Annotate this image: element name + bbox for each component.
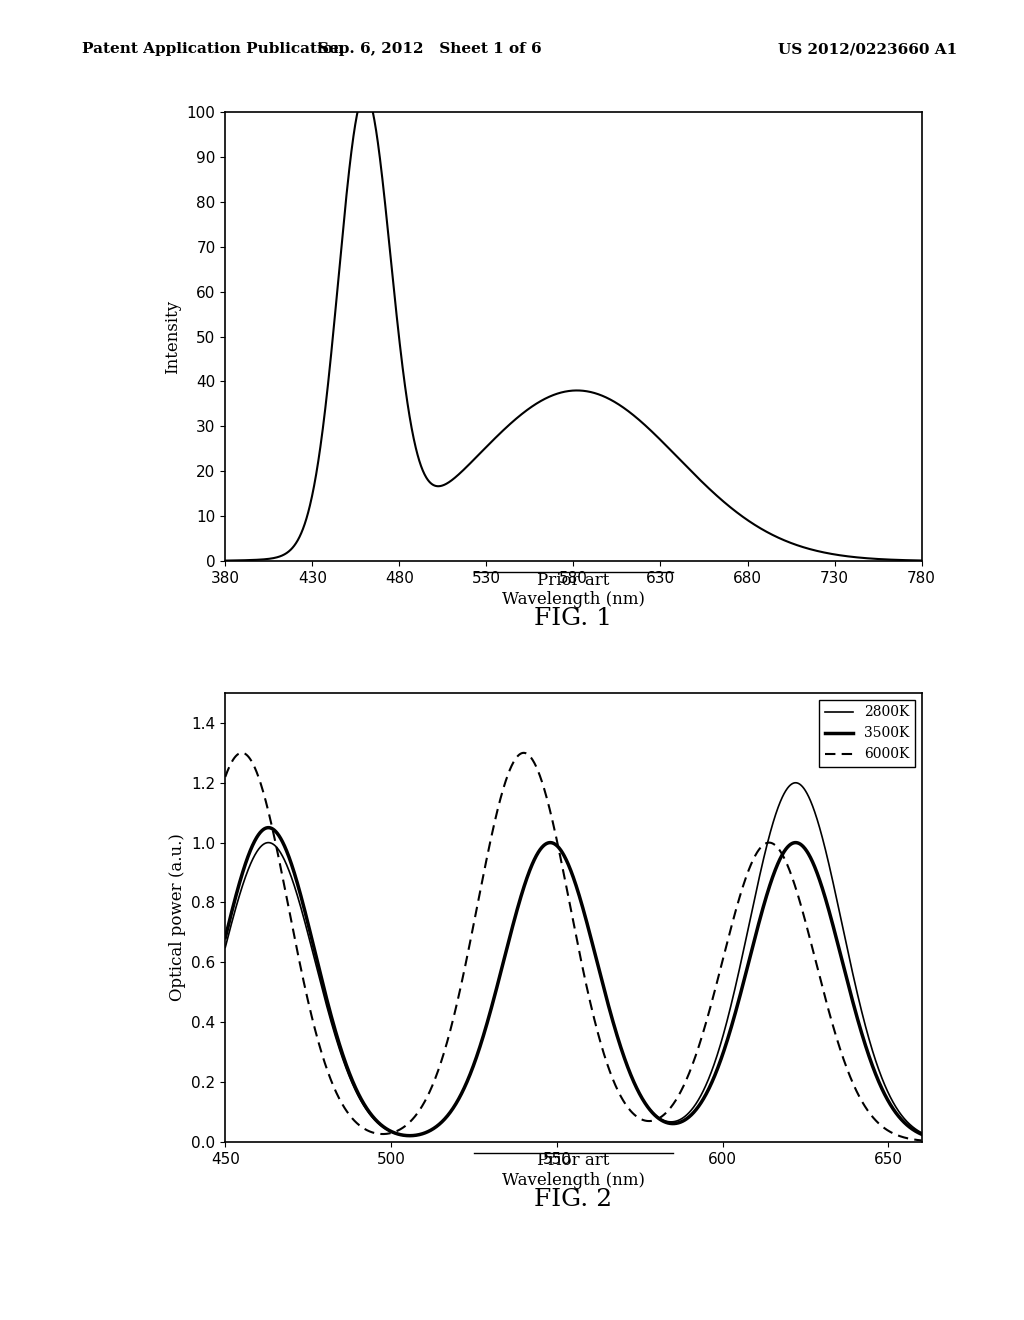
- Text: Patent Application Publication: Patent Application Publication: [82, 42, 344, 57]
- Text: Prior art: Prior art: [538, 1152, 609, 1170]
- X-axis label: Wavelength (nm): Wavelength (nm): [502, 1172, 645, 1189]
- Legend: 2800K, 3500K, 6000K: 2800K, 3500K, 6000K: [819, 700, 914, 767]
- Text: US 2012/0223660 A1: US 2012/0223660 A1: [778, 42, 957, 57]
- Text: FIG. 2: FIG. 2: [535, 1188, 612, 1210]
- Y-axis label: Optical power (a.u.): Optical power (a.u.): [169, 833, 185, 1002]
- Text: Sep. 6, 2012   Sheet 1 of 6: Sep. 6, 2012 Sheet 1 of 6: [318, 42, 542, 57]
- Text: FIG. 1: FIG. 1: [535, 607, 612, 630]
- Text: Prior art: Prior art: [538, 572, 609, 589]
- X-axis label: Wavelength (nm): Wavelength (nm): [502, 591, 645, 609]
- Y-axis label: Intensity: Intensity: [164, 300, 181, 374]
